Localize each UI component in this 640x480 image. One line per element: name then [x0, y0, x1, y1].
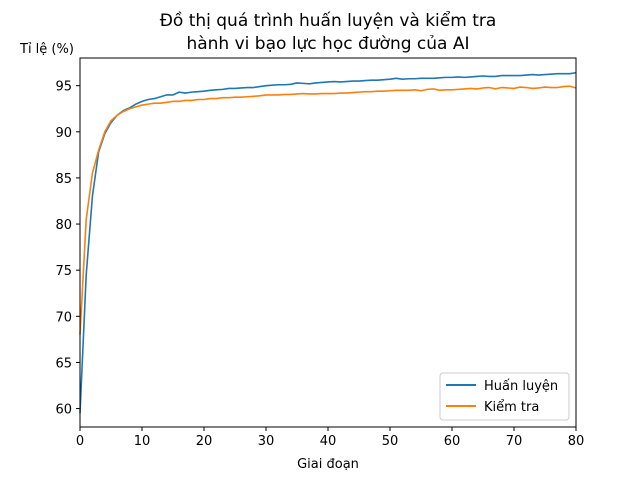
legend-label-train: Huấn luyện	[484, 379, 558, 394]
x-tick-label: 40	[320, 434, 337, 449]
y-tick-label: 70	[55, 310, 72, 325]
x-tick-label: 10	[134, 434, 151, 449]
series-lines	[79, 71, 577, 414]
y-tick-label: 85	[55, 172, 72, 187]
x-tick-label: 50	[382, 434, 399, 449]
x-tick-label: 60	[444, 434, 461, 449]
y-tick-label: 90	[55, 126, 72, 141]
y-axis-ticks: 60 65 70 75 80 85 90 95	[55, 80, 80, 418]
y-axis-label: Tỉ lệ (%)	[19, 42, 74, 57]
x-axis-label: Giai đoạn	[297, 457, 359, 472]
x-tick-label: 20	[196, 434, 213, 449]
series-line-test	[79, 85, 577, 335]
plot-frame	[79, 57, 577, 428]
y-tick-label: 95	[55, 80, 72, 95]
y-tick-label: 60	[55, 403, 72, 418]
x-tick-label: 70	[506, 434, 523, 449]
plot-area	[80, 58, 576, 427]
legend-label-test: Kiểm tra	[484, 400, 539, 415]
x-tick-label: 0	[76, 434, 84, 449]
y-tick-label: 65	[55, 356, 72, 371]
series-line-train	[79, 71, 577, 414]
x-tick-label: 30	[258, 434, 275, 449]
y-tick-label: 75	[55, 264, 72, 279]
x-tick-label: 80	[568, 434, 585, 449]
chart-title-line-2: hành vi bạo lực học đường của AI	[186, 34, 469, 54]
legend: Huấn luyện Kiểm tra	[439, 372, 570, 421]
y-tick-label: 80	[55, 218, 72, 233]
chart-title-line-1: Đồ thị quá trình huấn luyện và kiểm tra	[160, 10, 497, 31]
x-axis-ticks: 0 10 20 30 40 50 60 70 80	[76, 427, 584, 449]
